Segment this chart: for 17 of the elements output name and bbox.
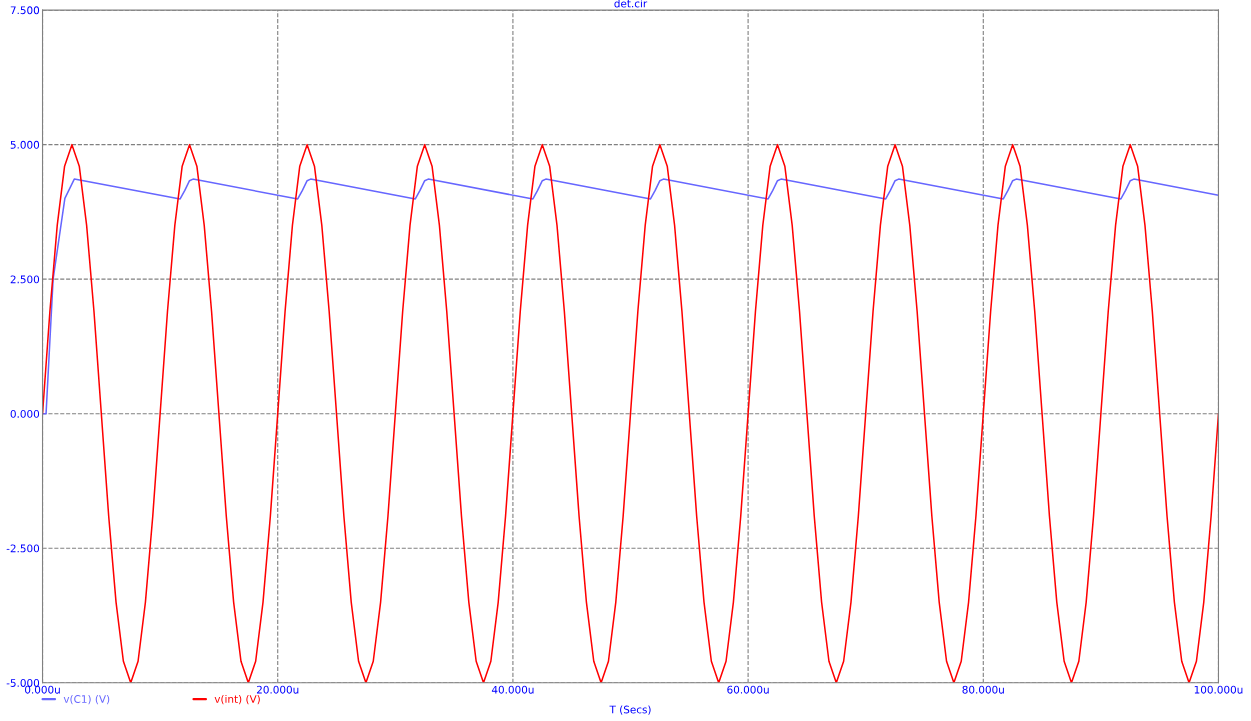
y-tick-label: -2.500 [6, 544, 40, 553]
x-tick-label: 60.000u [727, 685, 769, 694]
x-tick-label: 100.000u [1194, 685, 1243, 694]
y-tick-label: 7.500 [10, 6, 40, 15]
x-tick-label: 40.000u [491, 685, 534, 694]
legend-label: v(int) (V) [214, 694, 260, 705]
line-series [42, 178, 1219, 415]
legend-label: v(C1) (V) [63, 694, 110, 705]
x-tick-label: 20.000u [256, 685, 299, 694]
y-tick-label: 0.000 [10, 409, 40, 418]
x-tick-label: 0.000u [25, 685, 60, 694]
chart-title: det.cir [614, 0, 648, 8]
x-axis-title: T (Secs) [609, 705, 651, 715]
y-tick-label: 5.000 [10, 140, 40, 149]
x-tick-label: 80.000u [962, 685, 1004, 694]
y-tick-label: -5.000 [6, 679, 40, 687]
y-tick-label: 2.500 [10, 275, 40, 284]
